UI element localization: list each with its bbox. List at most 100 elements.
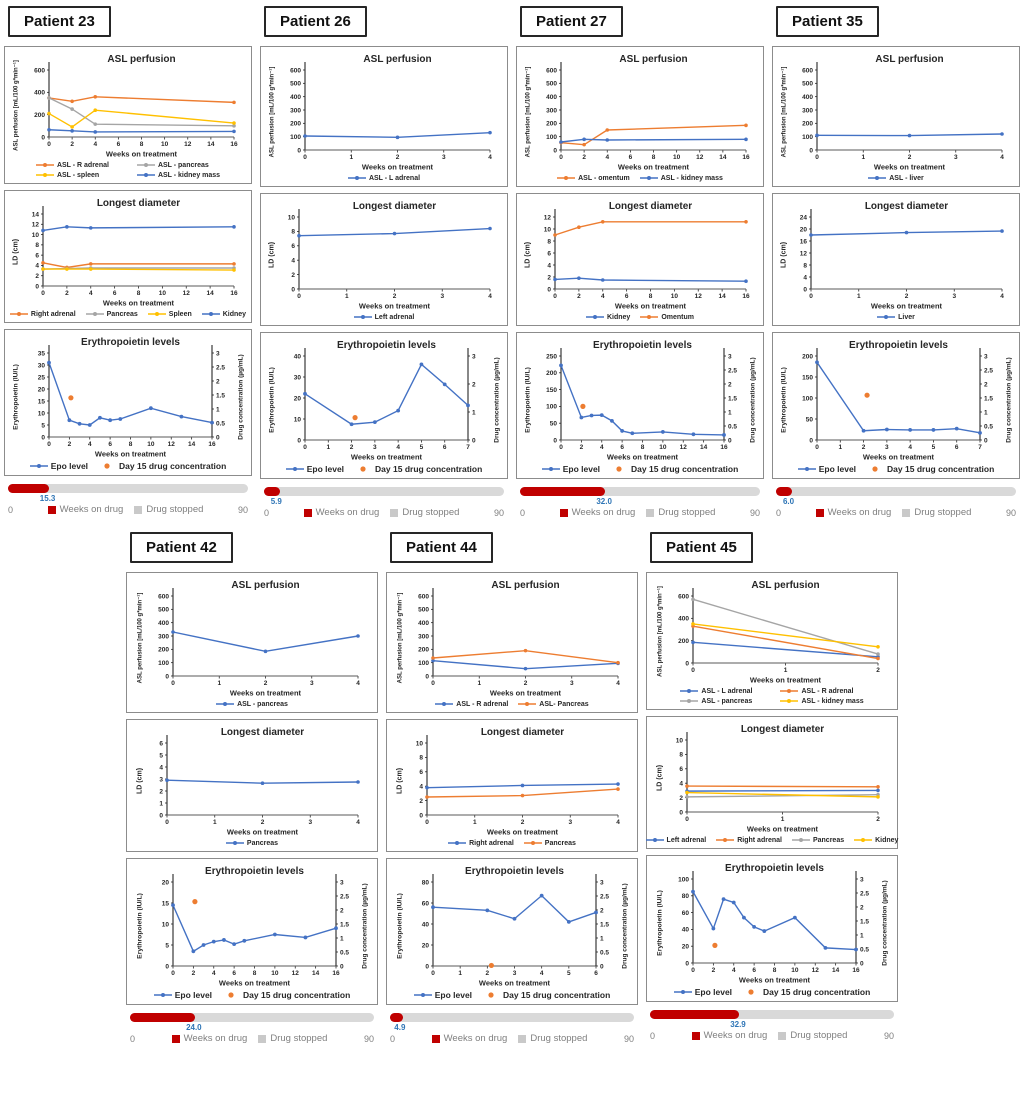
svg-text:16: 16: [332, 970, 340, 977]
svg-text:8: 8: [129, 441, 133, 448]
legend-label: Left adrenal: [666, 836, 707, 844]
legend-label: ASL - pancreas: [237, 700, 288, 708]
drug-stopped-swatch-icon: [134, 505, 143, 514]
svg-text:2.5: 2.5: [984, 367, 993, 374]
svg-text:0: 0: [425, 819, 429, 826]
legend-swatch-icon: [868, 176, 887, 180]
svg-text:600: 600: [290, 67, 301, 74]
epo-marker: [485, 908, 490, 913]
svg-text:100: 100: [802, 395, 813, 402]
svg-text:3: 3: [340, 879, 344, 886]
ld-chart: Longest diameter 0 2 4 6 8 10 12 0 2 4 6 8 10 12 14 16 LD…: [516, 193, 764, 326]
svg-text:6: 6: [752, 967, 756, 974]
y-axis-label: LD (cm): [13, 239, 20, 265]
svg-text:2: 2: [486, 970, 490, 977]
svg-text:5: 5: [41, 422, 45, 429]
bar-scale-max: 90: [237, 504, 248, 515]
series-marker: [232, 100, 236, 105]
svg-text:3: 3: [568, 819, 572, 826]
drug-stopped-legend-item: Drug stopped: [902, 507, 971, 518]
weeks-on-drug-legend-item: Weeks on drug: [47, 504, 123, 515]
weeks-on-drug-legend-item: Weeks on drug: [303, 507, 379, 518]
legend-swatch-icon: [448, 841, 467, 845]
svg-text:6: 6: [159, 740, 163, 747]
patient-panel: Patient 42 ASL perfusion 0 100 200 300 400 500 6…: [126, 530, 378, 1044]
drug-stopped-swatch-icon: [258, 1034, 267, 1043]
epo-marker: [211, 939, 216, 944]
svg-text:6: 6: [113, 290, 117, 297]
series-marker: [425, 795, 429, 799]
legend-swatch-icon: [645, 838, 664, 842]
asl-chart: ASL perfusion 0 200 400 600 0 2 4 6 8 10 12 14 16 ASL …: [4, 46, 252, 184]
svg-text:50: 50: [806, 416, 814, 423]
svg-text:30: 30: [294, 374, 302, 381]
x-axis-ticks: 0 1 2 3 4 5 6 7: [303, 440, 470, 451]
epo-marker: [566, 920, 571, 924]
y-axis-label: LD (cm): [269, 242, 276, 268]
weeks-on-drug-swatch-icon: [171, 1034, 180, 1043]
svg-text:2: 2: [159, 788, 163, 795]
epo-marker: [442, 382, 447, 387]
legend-label: ASL - L adrenal: [701, 687, 753, 695]
y-axis-ticks: 0 200 400 600: [34, 67, 49, 141]
chart-title: Longest diameter: [865, 201, 948, 212]
x-axis-ticks: 0 1 2 3 4: [171, 676, 360, 687]
x-axis-ticks: 0 2 4 6 8 10 12 14 16: [47, 437, 216, 448]
epo-marker: [539, 893, 544, 898]
epo-plot: Erythropoietin levels 0 50 100 150 200 0 1 2 3 4 5 6…: [781, 340, 1013, 462]
legend-label: Pancreas: [812, 836, 845, 844]
legend-item: ASL- Pancreas: [518, 700, 589, 708]
bar-legend-row: 0 Weeks on drug Drug stopped 90: [650, 1030, 894, 1041]
legend-item: Epo level: [285, 464, 344, 474]
series-marker: [744, 123, 748, 128]
series-marker: [93, 130, 98, 134]
svg-text:200: 200: [802, 353, 813, 360]
legend-swatch-icon: [639, 176, 658, 180]
weeks-on-drug-value: 6.0: [782, 497, 795, 506]
series-marker: [553, 277, 557, 282]
patient-panel: Patient 35 ASL perfusion 0 100 200 300 400 500 6…: [772, 4, 1020, 518]
svg-text:0: 0: [803, 286, 807, 293]
series-marker: [395, 135, 400, 140]
epo-marker: [884, 427, 889, 432]
svg-text:2.5: 2.5: [340, 893, 349, 900]
svg-text:40: 40: [682, 927, 690, 934]
svg-text:0: 0: [303, 444, 307, 451]
y2-axis-ticks: 0 0.5 1 1.5 2 2.5 3: [212, 350, 225, 441]
epo-marker: [908, 428, 913, 432]
svg-text:0: 0: [600, 963, 604, 970]
y2-axis-ticks: 0 0.5 1 1.5 2 2.5 3: [724, 353, 737, 444]
chart-legend: Epo level Day 15 drug concentration: [153, 990, 350, 1000]
svg-text:4: 4: [89, 290, 93, 297]
svg-text:6: 6: [443, 444, 447, 451]
series-line: [554, 277, 747, 282]
y-axis-ticks: 0 100 200 300 400 500 600: [158, 593, 173, 680]
drug-stopped-track: [520, 487, 760, 496]
chart-title: ASL perfusion: [619, 54, 687, 65]
svg-text:3: 3: [159, 776, 163, 783]
svg-text:3: 3: [216, 350, 220, 357]
legend-swatch-icon: [136, 173, 155, 177]
legend-label: Omentum: [661, 313, 694, 321]
series-marker: [691, 640, 695, 645]
epo-marker: [431, 905, 435, 910]
series-marker: [691, 622, 695, 626]
drug-duration-bar: 32.0 0 Weeks on drug Drug stopped 90: [520, 487, 760, 518]
epo-marker: [722, 433, 726, 437]
svg-text:1: 1: [857, 293, 861, 300]
weeks-on-drug-fill: [390, 1013, 404, 1022]
chart-legend: ASL - omentum ASL - kidney mass: [557, 174, 723, 182]
series-marker: [488, 130, 492, 135]
series-marker: [559, 140, 563, 144]
legend-item: Omentum: [640, 313, 694, 321]
chart-legend: Epo level Day 15 drug concentration: [29, 461, 226, 471]
weeks-on-drug-value: 32.9: [730, 1020, 746, 1029]
svg-text:400: 400: [158, 620, 169, 627]
bar-scale-min: 0: [130, 1033, 136, 1044]
svg-text:100: 100: [158, 660, 169, 667]
svg-text:8: 8: [419, 755, 423, 762]
drug-stopped-label: Drug stopped: [790, 1030, 848, 1041]
epo-marker: [303, 935, 308, 940]
svg-text:4: 4: [356, 680, 360, 687]
series-marker: [303, 134, 307, 138]
